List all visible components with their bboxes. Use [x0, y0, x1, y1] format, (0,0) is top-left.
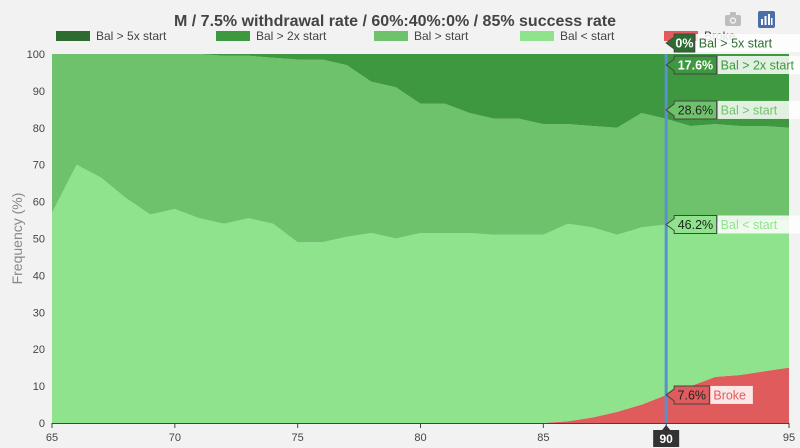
hover-series-name: Broke	[713, 388, 746, 402]
hover-x-badge: 90	[653, 425, 680, 447]
x-tick-label: 75	[292, 432, 304, 444]
x-tick-label: 95	[783, 432, 795, 444]
legend-item[interactable]: Bal > start	[374, 29, 469, 43]
y-tick-label: 30	[33, 307, 45, 319]
legend-swatch	[520, 31, 554, 41]
y-tick-label: 70	[33, 160, 45, 172]
hover-value: 46.2%	[678, 218, 713, 232]
hover-name-box	[717, 215, 800, 234]
y-tick-label: 40	[33, 270, 45, 282]
area-broke[interactable]	[52, 367, 789, 423]
hover-label: 0% Bal > 5x start	[665, 33, 800, 53]
chart-title: M / 7.5% withdrawal rate / 60%:40%:0% / …	[174, 13, 616, 30]
legend: Bal > 5x start Bal > 2x start Bal > start B…	[56, 29, 736, 43]
plot-areas	[52, 54, 789, 423]
legend-item[interactable]: Bal < start	[520, 29, 615, 43]
legend-label: Bal > 2x start	[256, 29, 327, 43]
hover-value-box	[665, 100, 718, 120]
legend-swatch	[216, 31, 250, 41]
modebar	[725, 11, 775, 28]
hover-series-name: Bal < start	[721, 218, 778, 232]
legend-label: Bal > 5x start	[96, 29, 167, 43]
hover-value-box	[665, 214, 718, 234]
y-tick-label: 20	[33, 344, 45, 356]
hover-value: 7.6%	[678, 388, 707, 402]
x-axis: 65 70 75 80 85 90 95	[46, 423, 795, 444]
hover-label: 7.6% Broke	[665, 385, 753, 405]
x-tick-label: 65	[46, 432, 58, 444]
hover-series-name: Bal > 2x start	[721, 59, 795, 73]
x-tick-label: 70	[169, 432, 181, 444]
y-axis: 0 10 20 30 40 50 60 70 80 90 100	[27, 49, 45, 430]
camera-icon[interactable]	[725, 12, 741, 26]
hover-layer: 90 0% Bal > 5x start 17.6% Bal > 2x start 28.…	[653, 33, 800, 447]
hover-value-box	[665, 55, 718, 75]
y-tick-label: 90	[33, 86, 45, 98]
y-tick-label: 10	[33, 381, 45, 393]
bar-chart-icon[interactable]	[758, 11, 775, 28]
area-bal-2x-start[interactable]	[52, 54, 789, 128]
hover-value-box	[665, 385, 710, 405]
legend-label: Bal > start	[414, 29, 469, 43]
y-axis-label: Frequency (%)	[9, 193, 25, 285]
area-bal-start[interactable]	[52, 164, 789, 423]
hover-series-name: Bal > start	[721, 103, 778, 117]
hover-name-box	[710, 385, 753, 404]
hover-value-box	[665, 33, 696, 53]
hover-name-box	[695, 34, 800, 52]
y-tick-label: 50	[33, 234, 45, 246]
hover-value: 0%	[675, 37, 693, 51]
y-tick-label: 80	[33, 123, 45, 135]
hover-name-box	[717, 56, 800, 74]
x-tick-label: 85	[537, 432, 549, 444]
legend-label: Bal < start	[560, 29, 615, 43]
y-tick-label: 100	[27, 49, 45, 61]
hover-name-box	[717, 100, 800, 119]
x-tick-label: 80	[414, 432, 426, 444]
hover-label: 46.2% Bal < start	[665, 214, 800, 234]
area-bal-start[interactable]	[52, 54, 789, 243]
legend-item[interactable]: Bal > 5x start	[56, 29, 167, 43]
hover-label: 28.6% Bal > start	[665, 100, 800, 120]
legend-swatch	[56, 31, 90, 41]
hover-series-name: Bal > 5x start	[699, 37, 773, 51]
legend-swatch	[374, 31, 408, 41]
hover-value: 28.6%	[678, 103, 713, 117]
hover-x-value: 90	[659, 432, 673, 446]
hover-label: 17.6% Bal > 2x start	[665, 55, 800, 75]
y-tick-label: 60	[33, 197, 45, 209]
y-tick-label: 0	[39, 418, 45, 430]
hover-value: 17.6%	[678, 59, 713, 73]
legend-item[interactable]: Bal > 2x start	[216, 29, 327, 43]
